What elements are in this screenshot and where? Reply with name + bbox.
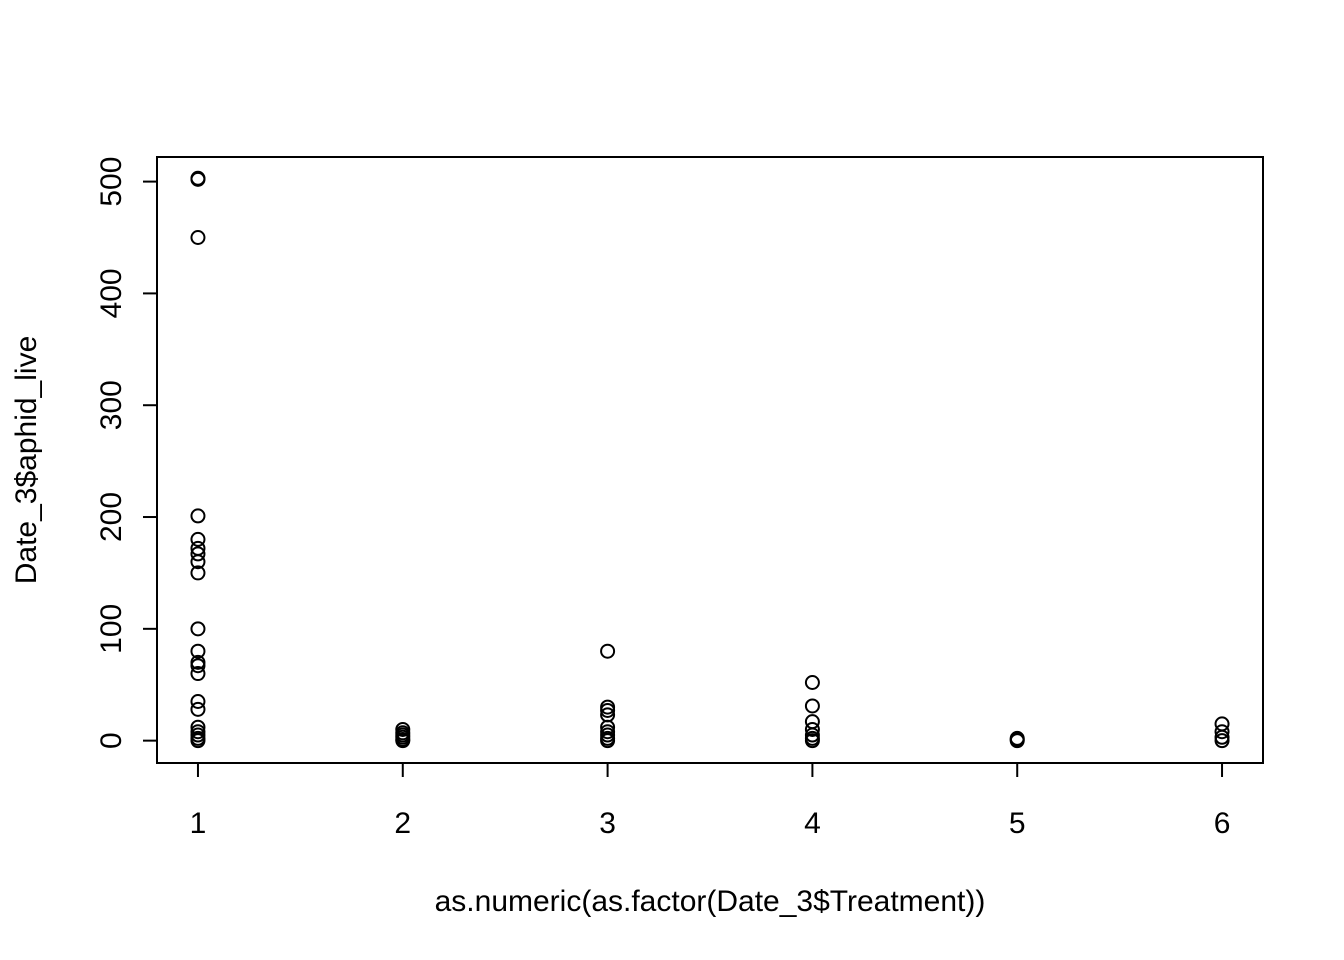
- x-axis-label: as.numeric(as.factor(Date_3$Treatment)): [435, 885, 986, 918]
- data-point: [804, 674, 820, 690]
- data-point: [190, 546, 206, 562]
- data-point: [1214, 724, 1230, 740]
- data-point: [190, 565, 206, 581]
- y-tick-label: 500: [95, 157, 128, 207]
- data-point: [804, 721, 820, 737]
- data-point: [190, 658, 206, 674]
- data-point: [190, 694, 206, 710]
- data-point: [190, 508, 206, 524]
- data-point: [190, 230, 206, 246]
- data-point: [804, 733, 820, 749]
- plot-frame: [156, 156, 1264, 764]
- data-point: [600, 643, 616, 659]
- data-point: [1214, 733, 1230, 749]
- data-point: [190, 643, 206, 659]
- x-tick-label: 6: [1214, 807, 1231, 840]
- data-point: [395, 733, 411, 749]
- y-tick-label: 300: [95, 380, 128, 430]
- data-point: [600, 733, 616, 749]
- y-axis: 0 100 200 300 400 500: [95, 157, 158, 749]
- y-tick-label: 400: [95, 268, 128, 318]
- x-tick-label: 1: [190, 807, 207, 840]
- y-axis-label: Date_3$aphid_live: [10, 336, 43, 585]
- y-tick-label: 100: [95, 604, 128, 654]
- data-point: [804, 698, 820, 714]
- data-point: [190, 554, 206, 570]
- x-tick-label: 5: [1009, 807, 1026, 840]
- data-point: [190, 733, 206, 749]
- data-point: [190, 531, 206, 547]
- data-point: [190, 171, 206, 187]
- data-points: [190, 170, 1230, 749]
- x-axis: 1 2 3 4 5 6: [190, 762, 1231, 840]
- data-point: [190, 666, 206, 682]
- y-tick-label: 0: [95, 732, 128, 749]
- data-point: [190, 621, 206, 637]
- data-point: [190, 701, 206, 717]
- data-point: [1009, 733, 1025, 749]
- y-tick-label: 200: [95, 492, 128, 542]
- x-tick-label: 2: [394, 807, 411, 840]
- data-point: [600, 702, 616, 718]
- x-tick-label: 4: [804, 807, 821, 840]
- x-tick-label: 3: [599, 807, 616, 840]
